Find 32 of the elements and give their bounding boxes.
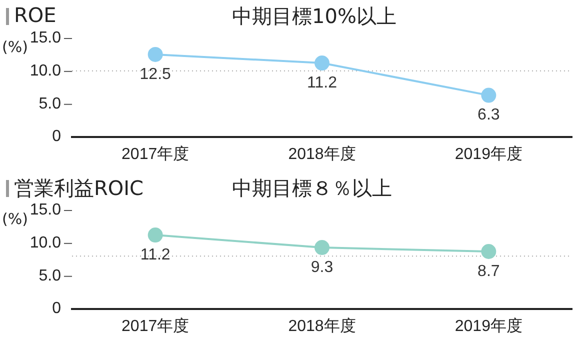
point: [481, 244, 496, 259]
x-tick-label: 2017年度: [122, 144, 190, 163]
y-tick-label: 5.0: [38, 267, 62, 284]
x-tick-label: 2019年度: [454, 144, 522, 163]
data-label: 12.5: [140, 66, 172, 83]
x-tick-label: 2018年度: [288, 316, 356, 335]
y-tick-label: 10.0: [30, 62, 62, 80]
x-tick-label: 2018年度: [288, 144, 356, 163]
data-label: 11.2: [307, 74, 338, 92]
point: [314, 56, 330, 71]
chart-title: ROE: [14, 3, 56, 27]
y-tick-label: 15.0: [30, 201, 62, 218]
point: [314, 240, 330, 256]
y-tick-label: 15.0: [30, 29, 62, 46]
data-label: 9.3: [310, 258, 334, 276]
x-tick-label: 2019年度: [454, 316, 522, 335]
y-tick-label: 10.0: [30, 234, 62, 252]
y-tick-label: 0: [52, 128, 62, 146]
y-tick-label: 0: [52, 300, 62, 318]
chart-subtitle: 中期目標10%以上: [232, 3, 396, 30]
data-label: 11.2: [140, 246, 170, 264]
point: [148, 228, 163, 243]
y-tick-label: 5.0: [38, 95, 62, 112]
data-label: 8.7: [478, 262, 500, 280]
y-axis-title: (%): [2, 38, 28, 56]
point: [481, 88, 496, 103]
chart-title: 営業利益ROIC: [14, 175, 144, 202]
point: [148, 46, 163, 62]
data-label: 6.3: [478, 106, 500, 124]
x-tick-label: 2017年度: [122, 316, 190, 335]
y-axis-title: (%): [2, 210, 28, 228]
chart-subtitle: 中期目標８％以上: [232, 175, 392, 202]
